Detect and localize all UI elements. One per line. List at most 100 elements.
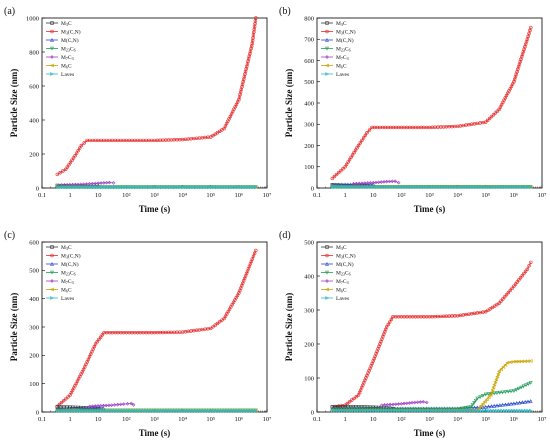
data-point bbox=[167, 185, 172, 190]
x-tick-label: 1 bbox=[344, 416, 347, 423]
data-point bbox=[510, 185, 515, 190]
data-point bbox=[518, 185, 523, 190]
data-point bbox=[93, 404, 98, 408]
data-point bbox=[508, 185, 512, 190]
data-point bbox=[402, 401, 406, 406]
legend-marker bbox=[325, 72, 330, 76]
y-tick-label: 400 bbox=[29, 117, 39, 124]
data-point bbox=[510, 408, 515, 413]
data-point bbox=[514, 401, 519, 405]
chart-panel-a: (a) 0.1 1 10 10² 10³ 10⁴ 10⁵ 10⁶ 10⁷ 0 200 400 600 800… bbox=[4, 6, 271, 214]
data-point bbox=[412, 400, 417, 405]
data-point bbox=[136, 408, 141, 413]
data-point bbox=[204, 185, 209, 190]
series-laves bbox=[55, 408, 258, 413]
data-point bbox=[345, 401, 350, 406]
data-point bbox=[89, 185, 94, 190]
data-point bbox=[107, 180, 112, 185]
data-point bbox=[227, 185, 232, 190]
legend-marker bbox=[50, 253, 54, 258]
legend: M3C M3(C,N)M(C,N) M23C6 M7C3 M6C Laves bbox=[321, 245, 356, 302]
data-point bbox=[466, 405, 471, 410]
data-point bbox=[112, 403, 117, 407]
data-point bbox=[458, 408, 463, 413]
data-point bbox=[217, 408, 222, 413]
data-point bbox=[511, 389, 516, 393]
data-point bbox=[529, 185, 533, 190]
data-point bbox=[503, 362, 508, 367]
data-point bbox=[359, 185, 364, 190]
data-point bbox=[390, 408, 395, 413]
data-point bbox=[217, 320, 222, 324]
legend-entry: Laves bbox=[336, 296, 349, 302]
legend-entry: M3C bbox=[336, 21, 347, 27]
data-point bbox=[388, 408, 392, 413]
data-point bbox=[133, 408, 138, 413]
data-point bbox=[375, 185, 379, 190]
x-tick-label: 0.1 bbox=[38, 192, 46, 199]
data-point bbox=[450, 408, 455, 413]
series-m7c3 bbox=[87, 401, 136, 409]
x-tick-label: 1 bbox=[344, 192, 347, 199]
data-point bbox=[248, 185, 253, 190]
legend-entry: M3C bbox=[336, 245, 347, 251]
x-tick-label: 10 bbox=[95, 192, 102, 199]
x-tick-label: 0.1 bbox=[313, 192, 321, 199]
data-point bbox=[65, 165, 70, 169]
legend-marker bbox=[325, 296, 330, 300]
data-point bbox=[403, 185, 408, 190]
x-tick-label: 10 bbox=[370, 416, 377, 423]
data-point bbox=[516, 185, 520, 190]
data-point bbox=[355, 146, 359, 150]
data-point bbox=[455, 408, 460, 413]
data-point bbox=[162, 408, 167, 413]
data-point bbox=[416, 185, 421, 190]
data-point bbox=[517, 400, 522, 405]
data-point bbox=[60, 185, 65, 190]
data-point bbox=[390, 179, 395, 184]
data-point bbox=[92, 408, 96, 413]
data-point bbox=[70, 182, 75, 187]
legend-entry: M23C6 bbox=[336, 271, 351, 277]
data-point bbox=[361, 408, 366, 413]
data-point bbox=[157, 408, 162, 413]
y-tick-label: 600 bbox=[29, 239, 39, 246]
data-point bbox=[191, 408, 196, 413]
x-tick-label: 10⁴ bbox=[178, 192, 188, 199]
data-point bbox=[139, 185, 143, 190]
legend-marker bbox=[50, 55, 54, 59]
data-point bbox=[513, 408, 518, 413]
data-point bbox=[96, 181, 101, 186]
x-tick-label: 10⁷ bbox=[538, 192, 547, 199]
data-point bbox=[511, 401, 516, 406]
data-point bbox=[469, 185, 473, 190]
data-point bbox=[497, 390, 502, 395]
data-point bbox=[67, 163, 71, 167]
data-point bbox=[335, 408, 340, 413]
data-point bbox=[343, 408, 348, 413]
y-tick-label: 600 bbox=[29, 83, 39, 90]
data-point bbox=[360, 181, 364, 186]
data-point bbox=[188, 408, 193, 413]
y-tick-label: 500 bbox=[29, 268, 39, 275]
data-point bbox=[478, 395, 482, 400]
data-point bbox=[513, 282, 518, 286]
data-point bbox=[95, 340, 99, 344]
data-point bbox=[492, 185, 497, 190]
data-point bbox=[471, 185, 476, 190]
data-point bbox=[523, 269, 528, 274]
data-point bbox=[64, 167, 68, 172]
data-point bbox=[427, 185, 432, 190]
legend-marker bbox=[325, 279, 329, 283]
legend-entry: M23C6 bbox=[61, 271, 76, 277]
data-point bbox=[94, 408, 99, 413]
data-point bbox=[113, 185, 117, 190]
y-tick-label: 100 bbox=[304, 375, 314, 382]
data-point bbox=[238, 408, 243, 413]
data-point bbox=[483, 404, 488, 409]
data-point bbox=[494, 377, 499, 382]
data-point bbox=[93, 342, 98, 346]
data-point bbox=[515, 280, 519, 284]
x-axis-label: Time (s) bbox=[139, 428, 171, 438]
data-point bbox=[369, 185, 374, 190]
